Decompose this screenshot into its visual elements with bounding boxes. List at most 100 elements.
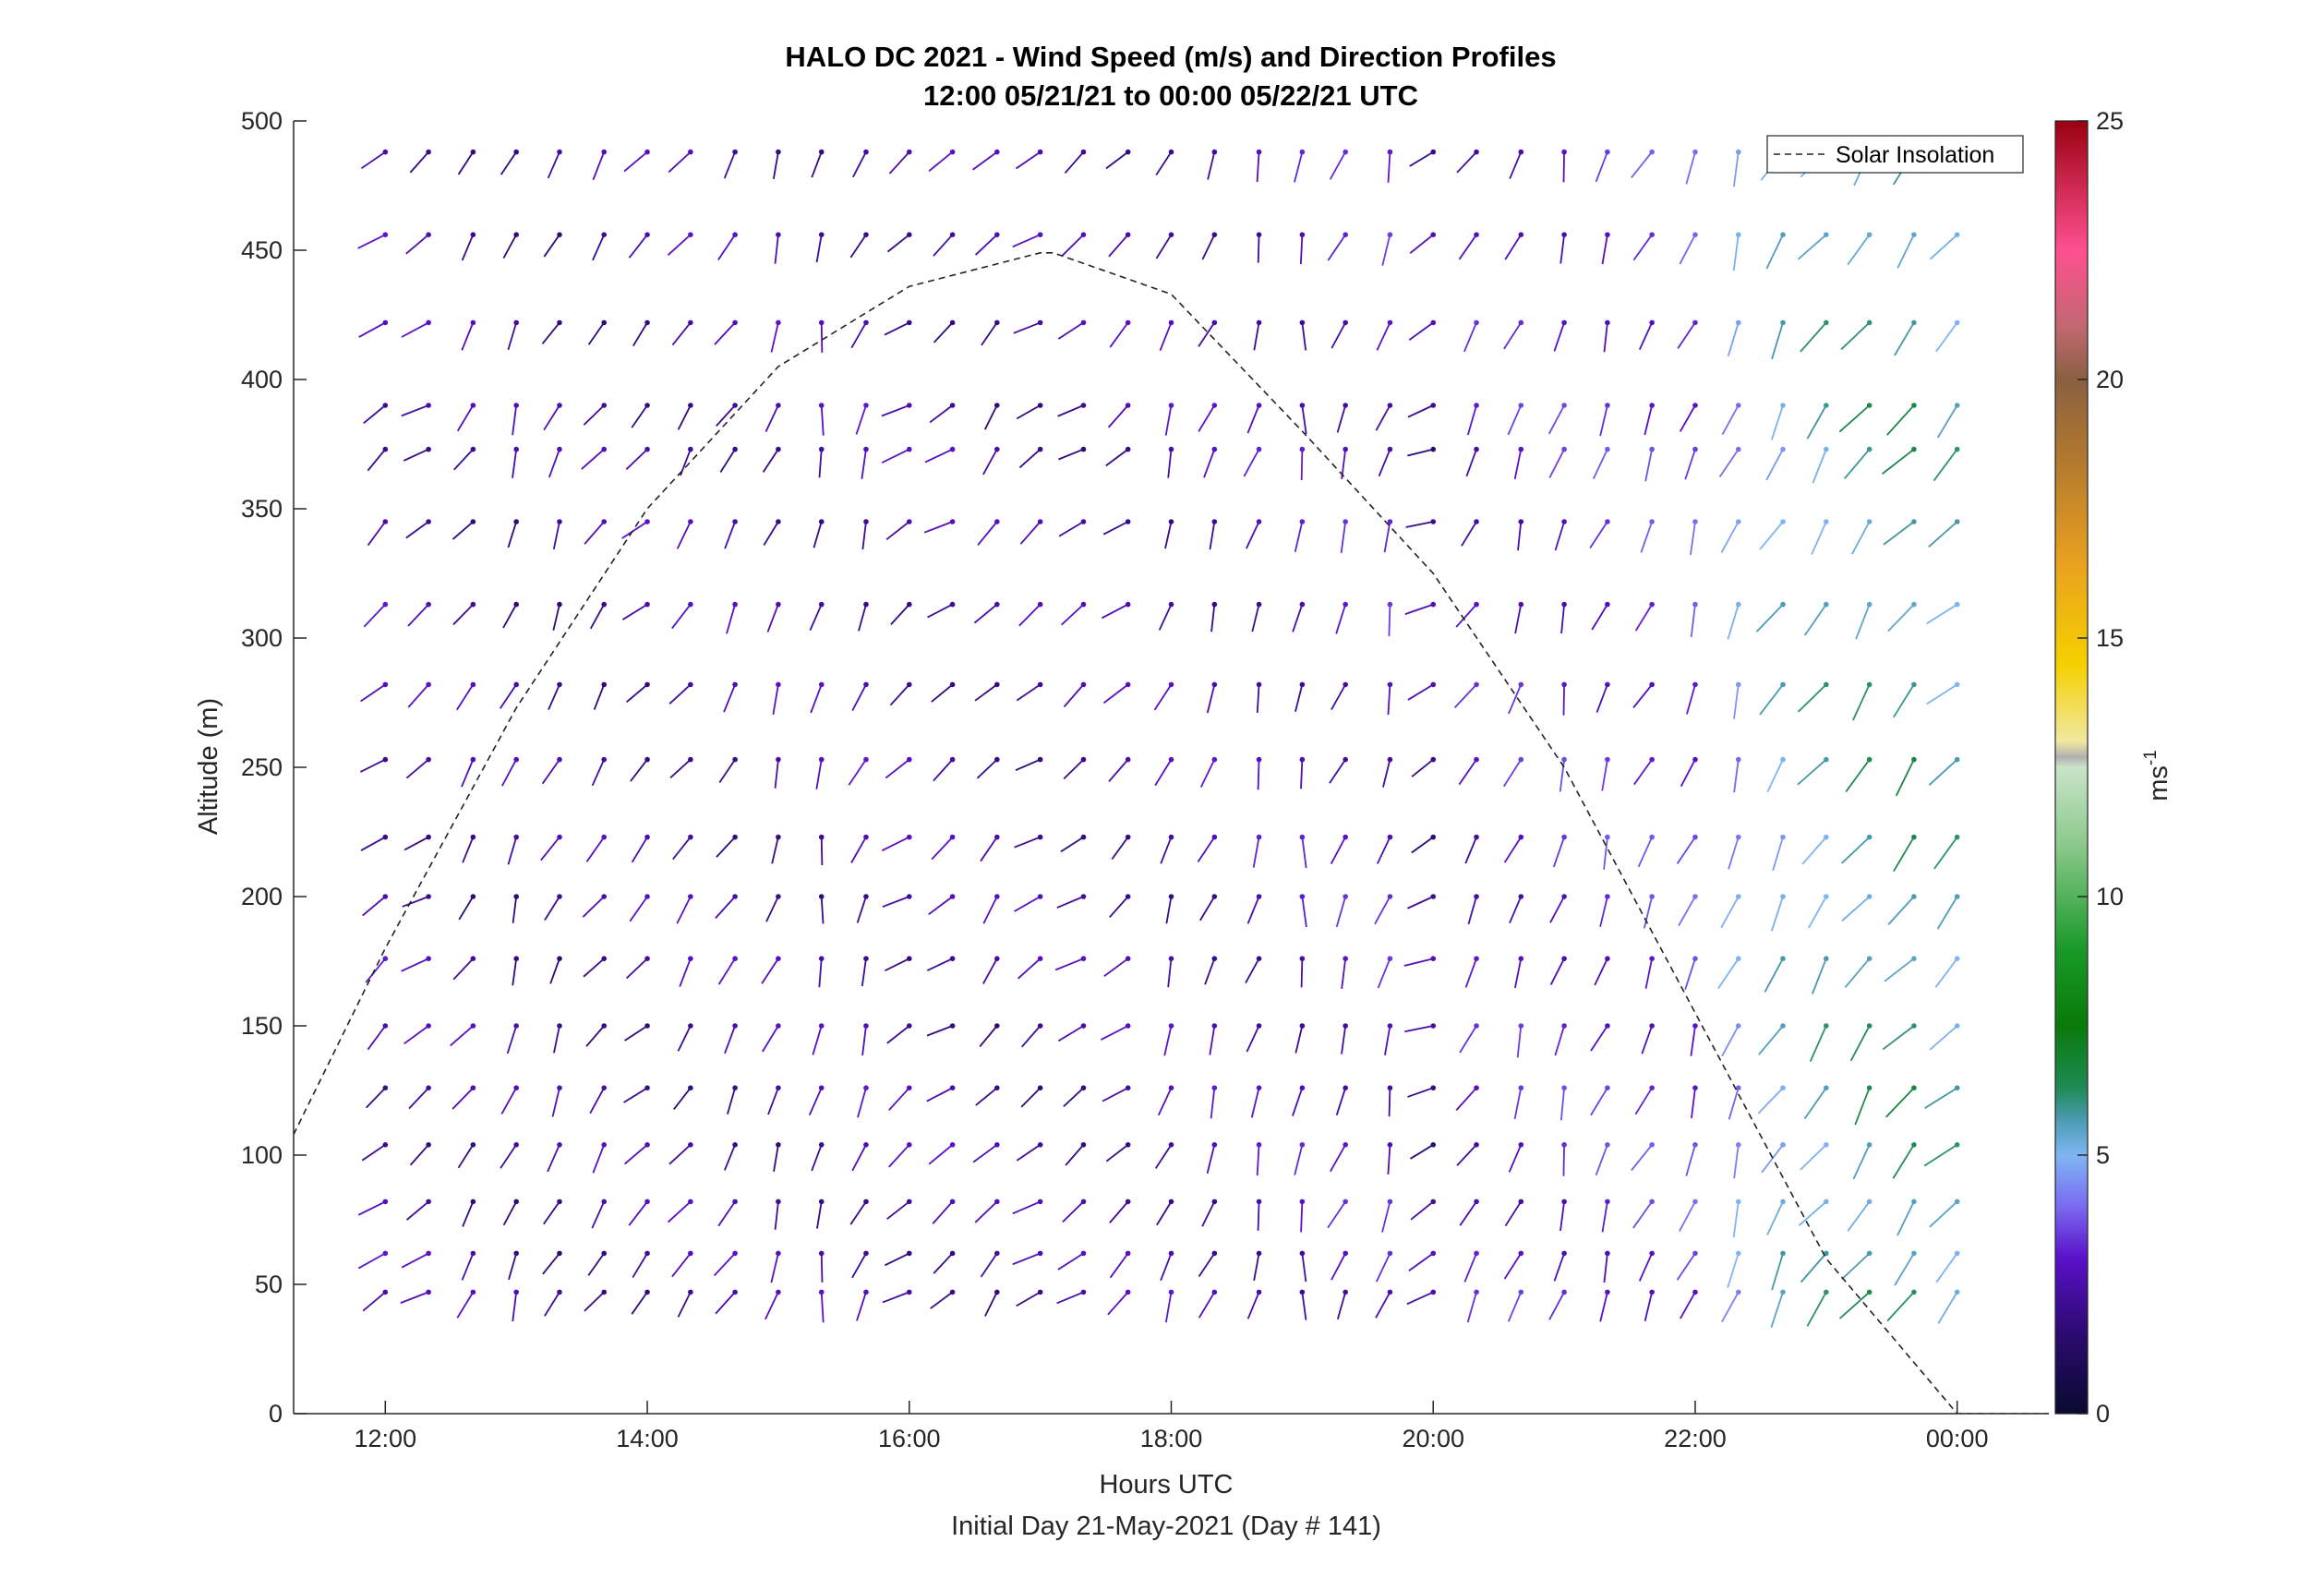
x-axis-sublabel: Initial Day 21-May-2021 (Day # 141) xyxy=(951,1512,1381,1541)
wind-barb-stick xyxy=(1721,404,1740,436)
wind-barb-stick xyxy=(1728,837,1740,870)
wind-barb-stick xyxy=(1335,1087,1347,1116)
wind-barb-dot xyxy=(1735,1085,1741,1090)
wind-barb-stick xyxy=(981,321,998,346)
wind-barb-dot xyxy=(1474,681,1479,688)
wind-barb-stick xyxy=(676,521,692,549)
wind-barb-stick xyxy=(762,1025,779,1053)
wind-barb-stick xyxy=(717,234,736,260)
wind-barb-stick xyxy=(452,958,475,981)
wind-barb-dot xyxy=(1256,601,1262,608)
wind-barb-stick xyxy=(1062,1200,1085,1223)
wind-barb-stick xyxy=(1375,404,1391,431)
wind-barb-dot xyxy=(1692,403,1698,408)
wind-barb-dot xyxy=(426,446,431,452)
wind-barb-stick xyxy=(1644,958,1654,989)
wind-barb-dot xyxy=(1211,1142,1218,1148)
wind-barb-stick xyxy=(1018,448,1042,469)
wind-barb-stick xyxy=(1410,1200,1434,1221)
wind-barb-dot xyxy=(1037,1199,1043,1205)
wind-barb-dot xyxy=(818,1023,825,1029)
wind-barb-stick xyxy=(1375,1291,1391,1319)
wind-barb-stick xyxy=(1057,321,1084,340)
colorbar-fill xyxy=(2055,121,2088,1414)
wind-barb-stick xyxy=(724,521,736,549)
wind-barb-dot xyxy=(1954,1142,1960,1148)
wind-barb-dot xyxy=(776,519,781,524)
wind-barb-dot xyxy=(382,1085,389,1090)
wind-barb-dot xyxy=(644,232,650,237)
wind-barb-dot xyxy=(1605,1142,1610,1148)
wind-barb-dot xyxy=(732,403,738,408)
wind-barb-stick xyxy=(1685,151,1696,185)
wind-barb-stick xyxy=(360,151,386,170)
wind-barb-stick xyxy=(809,604,823,632)
wind-barb-dot xyxy=(1037,956,1043,961)
wind-barb-stick xyxy=(462,1201,475,1227)
wind-barb-dot xyxy=(1735,1199,1741,1205)
wind-barb-stick xyxy=(1014,896,1042,912)
wind-barb-stick xyxy=(1243,449,1260,477)
wind-barb-stick xyxy=(1466,1292,1477,1323)
wind-barb-stick xyxy=(452,603,474,626)
wind-barb-dot xyxy=(1387,956,1393,961)
wind-barb-stick xyxy=(621,521,648,539)
wind-barb-dot xyxy=(732,1199,738,1205)
wind-barb-dot xyxy=(1692,894,1698,899)
wind-barb-stick xyxy=(1058,448,1084,461)
wind-barb-stick xyxy=(1384,1025,1391,1055)
wind-barb-dot xyxy=(1299,756,1306,763)
wind-barb-dot xyxy=(1037,1289,1043,1295)
wind-barb-dot xyxy=(1866,1289,1872,1295)
wind-barb-stick xyxy=(456,404,475,432)
wind-barb-stick xyxy=(1057,1025,1084,1042)
wind-barb-stick xyxy=(820,322,824,353)
wind-barb-dot xyxy=(1125,834,1131,840)
wind-barb-dot xyxy=(1430,1023,1437,1029)
wind-barb-dot xyxy=(382,1142,389,1148)
wind-barb-stick xyxy=(848,759,867,786)
wind-barb-dot xyxy=(1649,1085,1655,1090)
y-tick-label: 100 xyxy=(241,1141,283,1169)
wind-barb-stick xyxy=(1676,837,1696,864)
wind-barb-dot xyxy=(601,894,608,899)
colorbar-tick-label: 10 xyxy=(2096,883,2124,910)
wind-barb-stick xyxy=(808,1087,823,1116)
wind-barb-stick xyxy=(1559,1201,1565,1232)
wind-barb-dot xyxy=(557,834,562,840)
wind-barb-dot xyxy=(1866,894,1872,899)
wind-barb-stick xyxy=(1644,404,1654,436)
colorbar-label: ms-1 xyxy=(2141,750,2173,801)
wind-barb-dot xyxy=(470,601,476,608)
wind-barb-dot xyxy=(776,834,781,840)
wind-barb-stick xyxy=(1517,521,1523,551)
wind-barb-stick xyxy=(502,604,517,629)
wind-barb-dot xyxy=(1605,149,1610,155)
wind-barb-stick xyxy=(1382,759,1391,788)
wind-barb-dot xyxy=(863,319,869,326)
wind-barb-stick xyxy=(1378,449,1391,477)
wind-barb-stick xyxy=(1513,1088,1523,1120)
wind-barb-dot xyxy=(1911,601,1917,608)
wind-barb-stick xyxy=(1300,449,1304,481)
wind-barb-stick xyxy=(405,758,429,779)
wind-barb-dot xyxy=(994,1199,1000,1205)
wind-barb-stick xyxy=(365,1087,386,1109)
wind-barb-stick xyxy=(974,1200,998,1223)
wind-barb-dot xyxy=(863,601,869,608)
wind-barb-dot xyxy=(949,756,956,763)
wind-barb-dot xyxy=(1256,1250,1262,1257)
wind-barb-dot xyxy=(1037,1250,1043,1257)
wind-barb-dot xyxy=(1387,1023,1393,1029)
wind-barb-stick xyxy=(1759,683,1784,716)
wind-barb-stick xyxy=(1464,958,1477,988)
wind-barb-dot xyxy=(426,681,431,688)
wind-barb-dot xyxy=(382,1250,389,1257)
wind-barb-dot xyxy=(513,1085,519,1090)
wind-barb-dot xyxy=(1211,319,1218,326)
wind-barb-stick xyxy=(403,1025,429,1045)
wind-barb-stick xyxy=(1019,521,1042,545)
wind-barb-stick xyxy=(767,1087,779,1115)
wind-barb-stick xyxy=(861,521,867,550)
wind-barb-dot xyxy=(1256,1023,1262,1029)
